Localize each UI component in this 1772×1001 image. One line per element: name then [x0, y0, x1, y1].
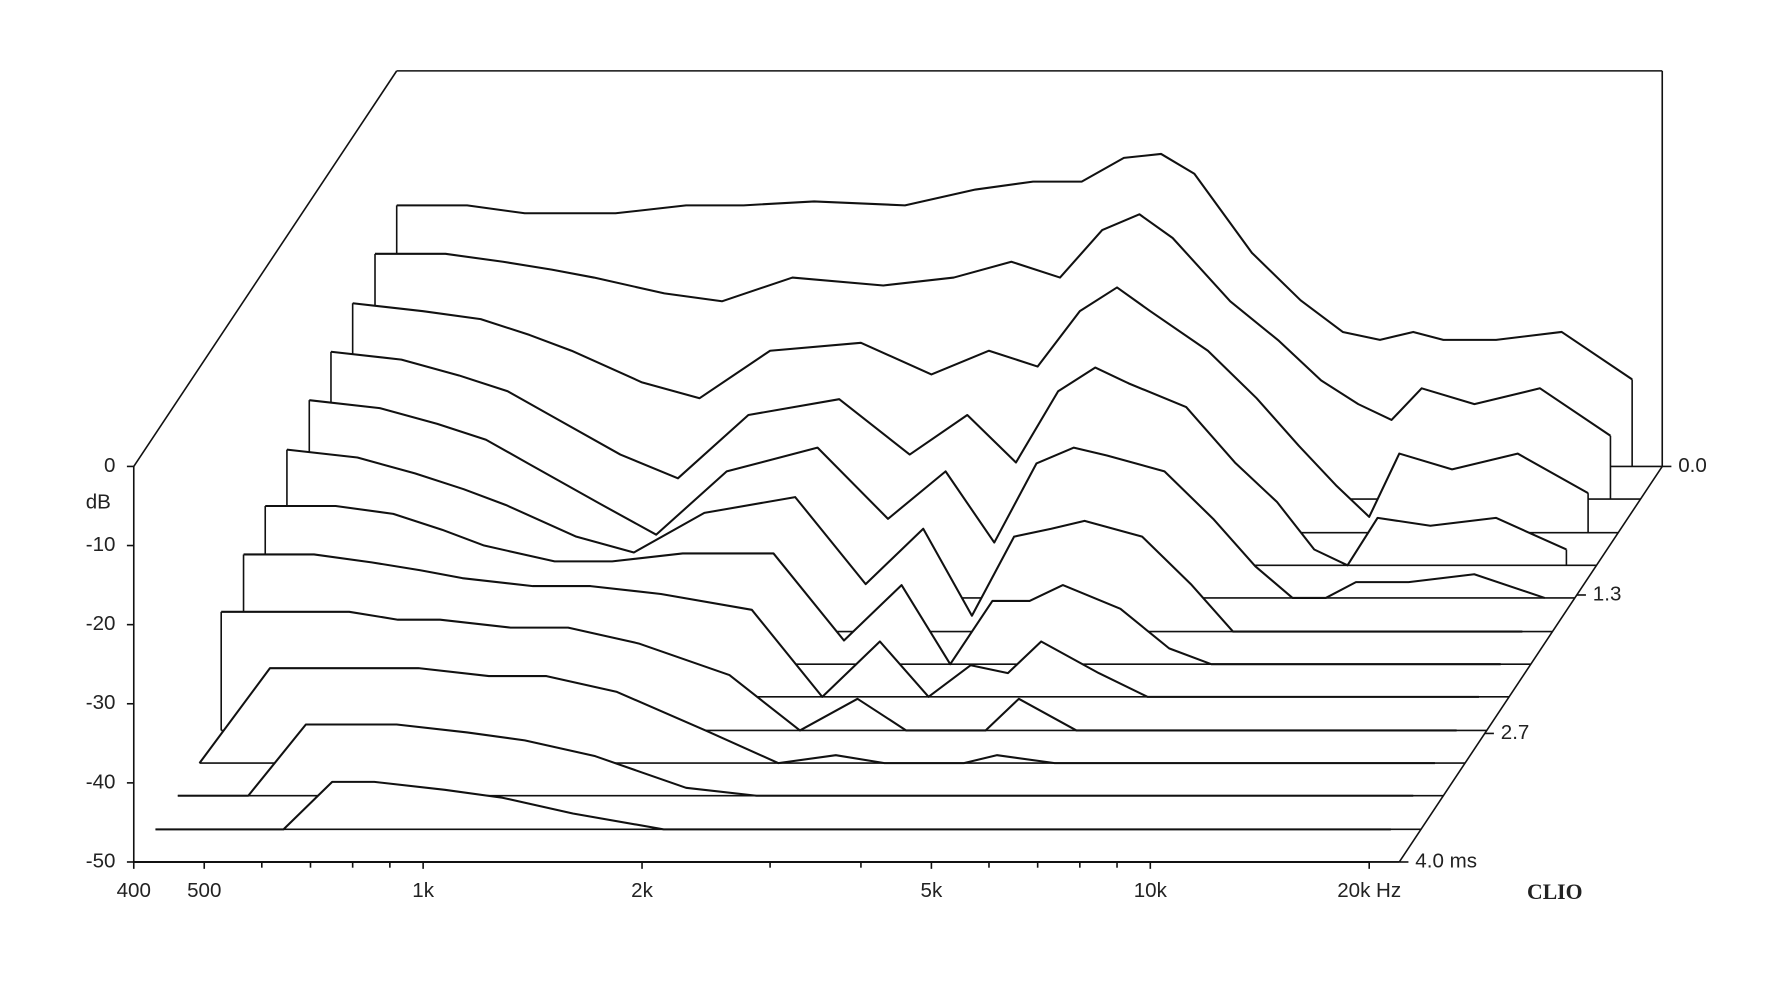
slice-line	[221, 610, 1457, 732]
x-tick-label: 500	[187, 879, 221, 902]
slice-line	[177, 723, 1414, 797]
y-tick-label: -10	[86, 533, 116, 556]
y-axis-label: dB	[86, 490, 111, 513]
y-tick-label: 0	[104, 454, 115, 477]
x-tick-label: 400	[117, 879, 151, 902]
z-tick-label: 0.0	[1678, 454, 1707, 477]
y-tick-label: -30	[86, 691, 116, 714]
x-tick-label: 1k	[412, 879, 434, 902]
slice-mask	[177, 724, 1414, 796]
slice-mask	[330, 351, 1567, 566]
y-tick-label: -20	[86, 612, 116, 635]
slice-line	[396, 152, 1633, 381]
z-tick-label: 2.7	[1501, 721, 1530, 744]
z-tick-label: 4.0 ms	[1415, 849, 1477, 872]
slice-line	[352, 286, 1589, 518]
slice-mask	[155, 781, 1391, 830]
slice-line	[309, 399, 1546, 599]
x-tick-label: 2k	[631, 879, 653, 902]
slice-line	[155, 780, 1391, 831]
slice-line	[198, 667, 1435, 765]
back-left-edge	[133, 70, 398, 467]
slice-line	[243, 553, 1479, 698]
y-tick-label: -50	[86, 849, 116, 872]
y-tick-label: -40	[86, 770, 116, 793]
slice-line	[330, 350, 1567, 567]
z-tick-label: 1.3	[1593, 582, 1622, 605]
slice-line	[265, 504, 1501, 666]
x-tick-label: 10k	[1134, 879, 1168, 902]
slice-line	[375, 213, 1612, 437]
x-tick-label: 20k Hz	[1337, 879, 1401, 902]
x-tick-label: 5k	[921, 879, 943, 902]
brand: CLIO	[1527, 880, 1583, 904]
slice-line	[286, 448, 1523, 633]
